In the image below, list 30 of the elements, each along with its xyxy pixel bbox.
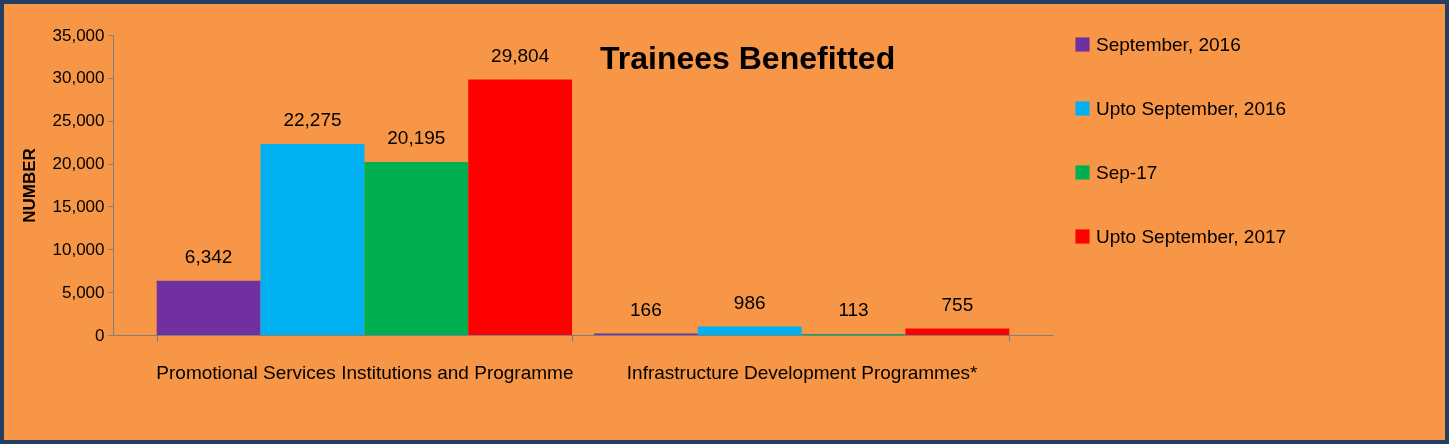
y-tick-label: 20,000 xyxy=(52,154,105,174)
legend-label: Sep-17 xyxy=(1096,161,1158,183)
y-tick-label: 15,000 xyxy=(52,196,105,216)
bar xyxy=(905,328,1010,335)
y-tick-label: 5,000 xyxy=(61,282,105,302)
data-label: 166 xyxy=(630,298,662,320)
x-tick-label: Infrastructure Development Programmes* xyxy=(626,361,978,383)
legend-label: September, 2016 xyxy=(1096,33,1241,55)
data-label: 755 xyxy=(941,293,974,315)
x-tick-label: Promotional Services Institutions and Programme xyxy=(156,361,574,383)
data-label: 20,195 xyxy=(387,126,446,148)
data-label: 29,804 xyxy=(491,44,550,66)
y-tick-label: 35,000 xyxy=(52,25,105,45)
y-tick-label: 30,000 xyxy=(52,68,105,88)
y-tick-label: 0 xyxy=(95,325,105,345)
y-axis-title: NUMBER xyxy=(19,148,39,223)
bar xyxy=(156,280,261,335)
data-label: 22,275 xyxy=(283,109,342,131)
y-tick-label: 25,000 xyxy=(52,111,105,131)
bar xyxy=(697,326,802,335)
legend-label: Upto September, 2017 xyxy=(1096,225,1287,247)
data-label: 113 xyxy=(838,299,869,321)
bar xyxy=(260,144,365,335)
legend-label: Upto September, 2016 xyxy=(1096,97,1287,119)
y-tick-label: 10,000 xyxy=(52,239,105,259)
bar xyxy=(364,161,469,335)
data-label: 986 xyxy=(733,291,766,313)
data-label: 6,342 xyxy=(184,245,233,267)
bar xyxy=(468,79,573,335)
chart-title: Trainees Benefitted xyxy=(600,40,896,76)
